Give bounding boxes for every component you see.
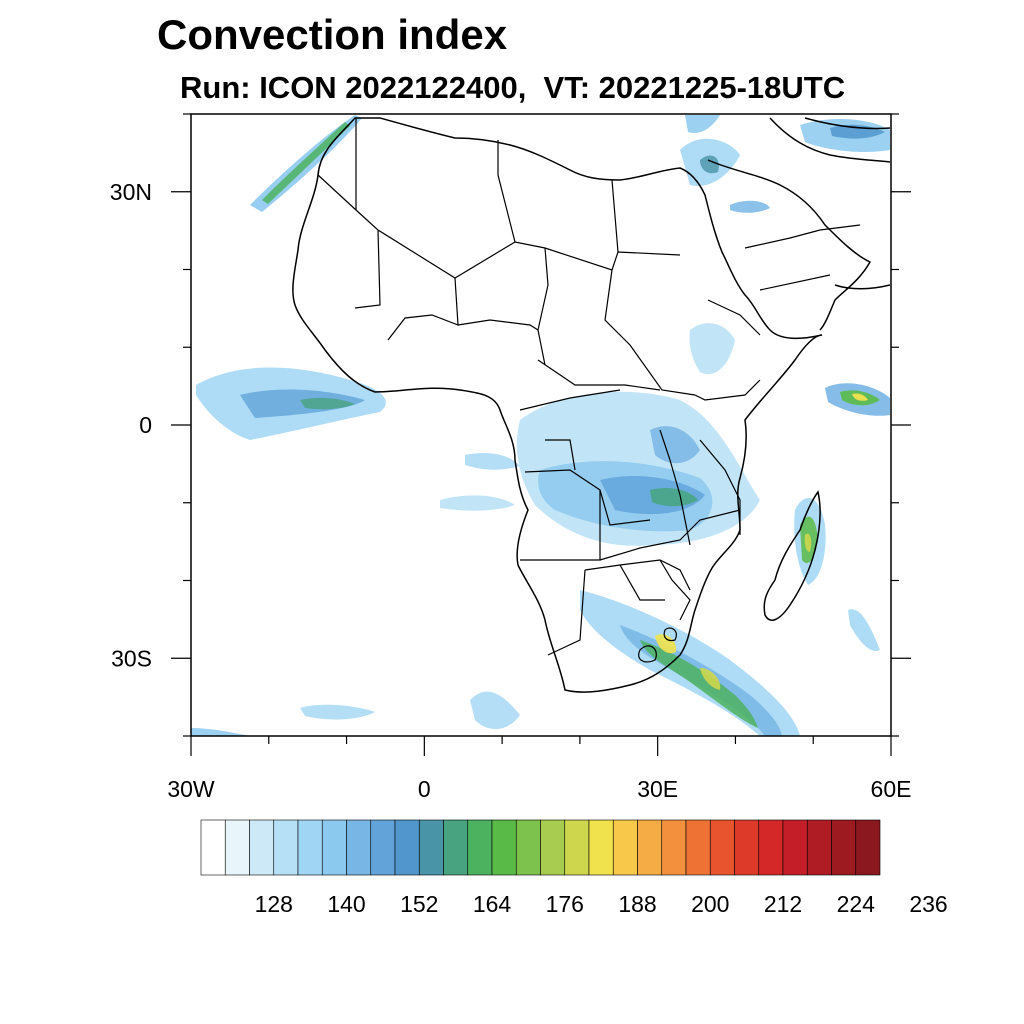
colorbar-swatch xyxy=(661,819,687,876)
colorbar-swatch xyxy=(249,819,275,876)
chart-title: Convection index xyxy=(157,11,508,58)
colorbar-swatch xyxy=(443,819,469,876)
colorbar-label: 152 xyxy=(400,891,438,917)
colorbar-swatch xyxy=(612,819,638,876)
colorbar-swatch xyxy=(831,819,857,876)
colorbar-swatch xyxy=(855,819,881,876)
colorbar-swatch xyxy=(224,819,250,876)
lat-tick-label: 30S xyxy=(111,645,152,671)
colorbar-label: 176 xyxy=(546,891,584,917)
colorbar-swatch xyxy=(758,819,784,876)
colorbar-label: 236 xyxy=(909,891,947,917)
map-area xyxy=(191,114,891,736)
colorbar-swatch xyxy=(806,819,832,876)
colorbar-label: 140 xyxy=(327,891,365,917)
country-borders xyxy=(317,118,861,663)
colorbar-swatch xyxy=(540,819,566,876)
colorbar-swatch xyxy=(370,819,396,876)
colorbar-swatch xyxy=(685,819,711,876)
colorbar-swatch xyxy=(564,819,590,876)
colorbar-label: 224 xyxy=(837,891,876,917)
colorbar-label: 200 xyxy=(691,891,729,917)
colorbar-swatch xyxy=(273,819,299,876)
coastlines xyxy=(292,117,891,693)
lat-tick-label: 30N xyxy=(110,179,152,205)
colorbar-swatch xyxy=(418,819,444,876)
colorbar-label: 128 xyxy=(255,891,293,917)
colorbar-swatch xyxy=(394,819,420,876)
colorbar-swatch xyxy=(491,819,517,876)
colorbar: 128 140 152 164 176 188 200 212 224 236 xyxy=(200,819,948,917)
colorbar-swatch xyxy=(346,819,372,876)
colorbar-swatch xyxy=(200,819,226,876)
colorbar-swatch xyxy=(321,819,347,876)
colorbar-swatch xyxy=(297,819,323,876)
map-axes: 30W 0 30E 60E 30N 0 30S xyxy=(110,113,912,802)
colorbar-swatch xyxy=(637,819,663,876)
convection-field xyxy=(191,115,890,736)
colorbar-swatch xyxy=(588,819,614,876)
colorbar-swatch xyxy=(709,819,735,876)
chart-subtitle: Run: ICON 2022122400, VT: 20221225-18UTC xyxy=(180,70,846,105)
colorbar-label: 212 xyxy=(764,891,802,917)
colorbar-swatch xyxy=(782,819,808,876)
lat-tick-label: 0 xyxy=(139,412,152,438)
colorbar-swatch xyxy=(467,819,493,876)
lon-tick-label: 0 xyxy=(418,776,431,802)
colorbar-label: 164 xyxy=(473,891,512,917)
colorbar-swatch xyxy=(515,819,541,876)
colorbar-swatch xyxy=(734,819,760,876)
lon-tick-label: 30E xyxy=(637,776,678,802)
lon-tick-label: 60E xyxy=(871,776,912,802)
lon-tick-label: 30W xyxy=(167,776,215,802)
colorbar-label: 188 xyxy=(618,891,656,917)
